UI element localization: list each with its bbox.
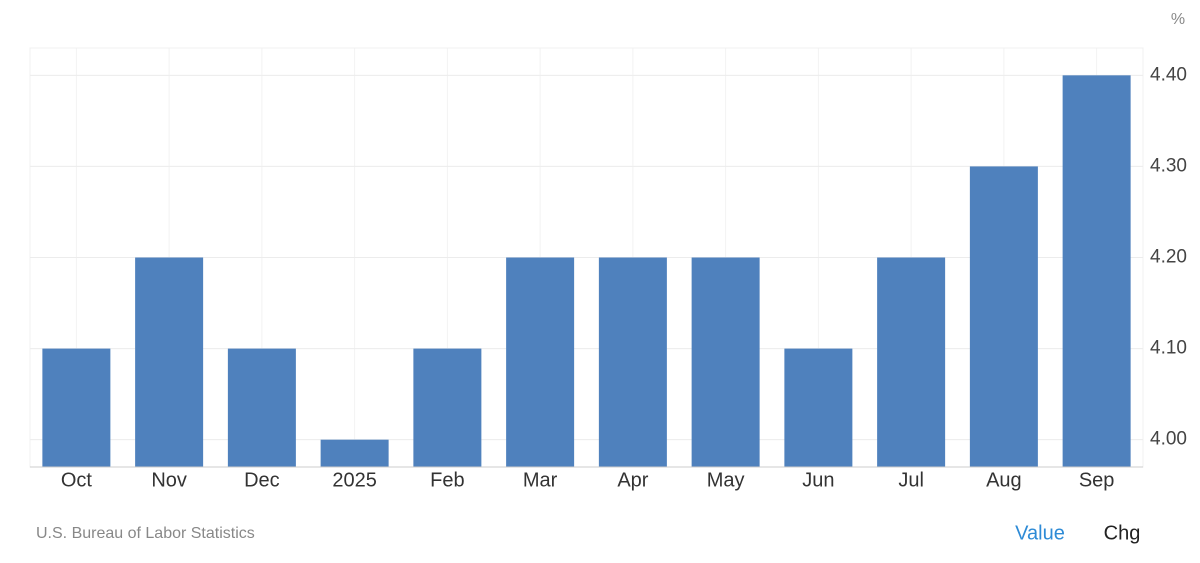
bar — [877, 257, 946, 467]
bar — [1062, 75, 1131, 468]
y-tick-label: 4.00 — [1150, 429, 1187, 450]
bar — [413, 348, 482, 467]
bar — [135, 257, 204, 467]
source: U.S. Bureau of Labor Statistics — [36, 525, 255, 542]
y-tick-label: 4.20 — [1150, 247, 1187, 268]
x-tick-label: Nov — [151, 469, 187, 491]
bar — [42, 348, 111, 467]
bar — [784, 348, 853, 467]
chg-toggle[interactable]: Chg — [1104, 522, 1141, 544]
bar — [969, 166, 1038, 468]
bar — [598, 257, 667, 467]
x-tick-label: 2025 — [332, 469, 377, 491]
bar — [227, 348, 296, 467]
x-tick-label: Jun — [802, 469, 834, 491]
x-tick-label: Jul — [898, 469, 924, 491]
x-tick-label: May — [707, 469, 745, 491]
unit-label: % — [1171, 11, 1185, 28]
y-tick-label: 4.10 — [1150, 338, 1187, 359]
bar — [506, 257, 575, 467]
y-tick-label: 4.30 — [1150, 155, 1187, 176]
bar — [320, 439, 389, 467]
bar — [691, 257, 760, 467]
x-tick-label: Feb — [430, 469, 464, 491]
x-tick-label: Aug — [986, 469, 1022, 491]
x-tick-label: Apr — [617, 469, 648, 491]
x-tick-label: Mar — [523, 469, 558, 491]
x-tick-label: Dec — [244, 469, 280, 491]
y-tick-label: 4.40 — [1150, 64, 1187, 85]
x-tick-label: Sep — [1079, 469, 1115, 491]
value-toggle[interactable]: Value — [1015, 522, 1065, 544]
x-tick-label: Oct — [61, 469, 93, 491]
